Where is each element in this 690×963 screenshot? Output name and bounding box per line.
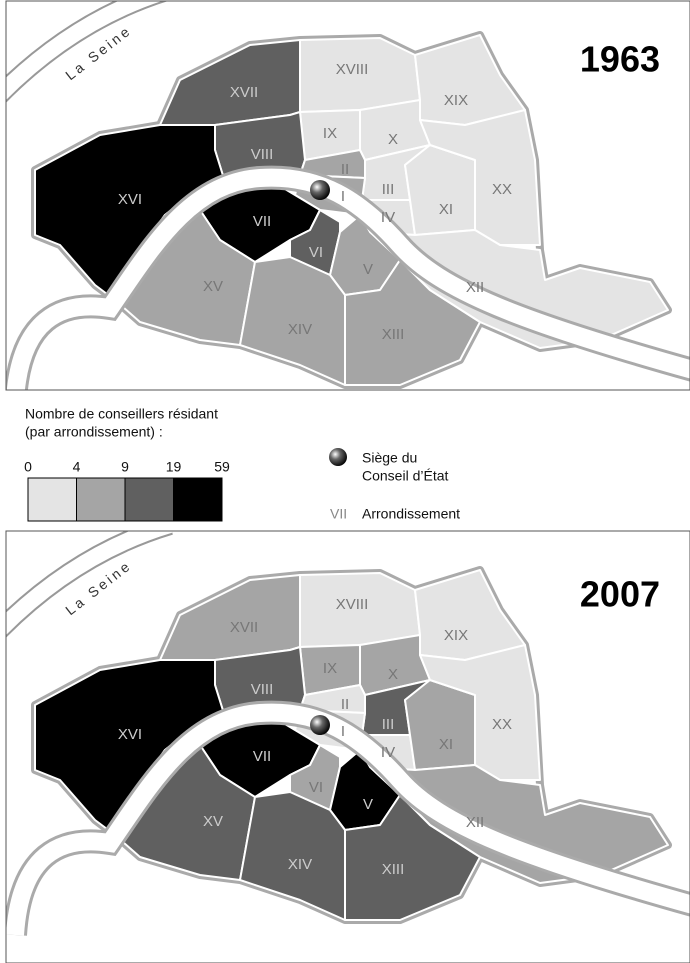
- district-label: XIII: [382, 326, 405, 343]
- legend-title: (par arrondissement) :: [25, 424, 163, 440]
- river: [6, 531, 173, 635]
- district-label: X: [388, 131, 398, 148]
- seat-label: Siège du: [362, 450, 417, 466]
- district-label: IX: [323, 125, 337, 142]
- district-label: III: [382, 181, 395, 198]
- legend-title: Nombre de conseillers résidant: [25, 406, 218, 422]
- district-label: XV: [203, 813, 223, 830]
- legend-break: 59: [214, 459, 230, 475]
- river: [6, 1, 162, 100]
- legend-swatch: [27, 477, 77, 522]
- district-label: XVI: [118, 726, 142, 743]
- key-label: Arrondissement: [362, 506, 460, 522]
- district-label: XIV: [288, 856, 312, 873]
- year: 1963: [580, 39, 660, 80]
- district-label: I: [341, 723, 345, 740]
- district-label: XI: [439, 201, 453, 218]
- district-label: IV: [381, 744, 395, 761]
- seat-marker: [310, 715, 330, 735]
- district-label: III: [382, 716, 395, 733]
- legend-swatch: [124, 477, 174, 522]
- district-label: I: [341, 188, 345, 205]
- district-label: X: [388, 666, 398, 683]
- key-sample: VII: [330, 506, 347, 522]
- district-label: XVIII: [336, 596, 369, 613]
- seat-marker: [329, 448, 347, 466]
- district: [369, 764, 669, 884]
- district-label: V: [363, 796, 373, 813]
- year: 2007: [580, 574, 660, 615]
- legend-break: 19: [166, 459, 182, 475]
- map-frame: [5, 0, 690, 391]
- legend-swatch: [76, 477, 126, 522]
- seat-label: Conseil d’État: [362, 468, 448, 484]
- district-label: XIII: [382, 861, 405, 878]
- district-label: VIII: [251, 681, 274, 698]
- legend-break: 4: [73, 459, 81, 475]
- district-label: XI: [439, 736, 453, 753]
- district-label: XII: [466, 814, 484, 831]
- district-label: II: [341, 696, 349, 713]
- district-label: XX: [492, 716, 512, 733]
- district-label: XIX: [444, 627, 468, 644]
- district-label: V: [363, 261, 373, 278]
- map-frame: [5, 530, 690, 963]
- district-label: XVI: [118, 191, 142, 208]
- district-label: XII: [466, 279, 484, 296]
- district-label: VII: [253, 748, 271, 765]
- legend: Nombre de conseillers résidant (par arro…: [24, 406, 460, 522]
- legend-break: 9: [121, 459, 129, 475]
- district-label: IV: [381, 209, 395, 226]
- district-label: IX: [323, 660, 337, 677]
- district-label: II: [341, 161, 349, 178]
- district-label: XV: [203, 278, 223, 295]
- district-label: XVII: [230, 619, 258, 636]
- river: [6, 168, 690, 390]
- district-label: VI: [309, 244, 323, 261]
- seat-marker: [310, 180, 330, 200]
- legend-break: 0: [24, 459, 32, 475]
- legend-swatch: [173, 477, 223, 522]
- district-label: XIV: [288, 321, 312, 338]
- district-label: XIX: [444, 92, 468, 109]
- river: [6, 703, 690, 936]
- district-label: XVIII: [336, 61, 369, 78]
- district-label: XX: [492, 181, 512, 198]
- district-label: XVII: [230, 84, 258, 101]
- district-label: VIII: [251, 146, 274, 163]
- district: [404, 679, 476, 771]
- district-label: VI: [309, 779, 323, 796]
- district: [369, 229, 669, 349]
- district: [404, 144, 476, 236]
- district-label: VII: [253, 213, 271, 230]
